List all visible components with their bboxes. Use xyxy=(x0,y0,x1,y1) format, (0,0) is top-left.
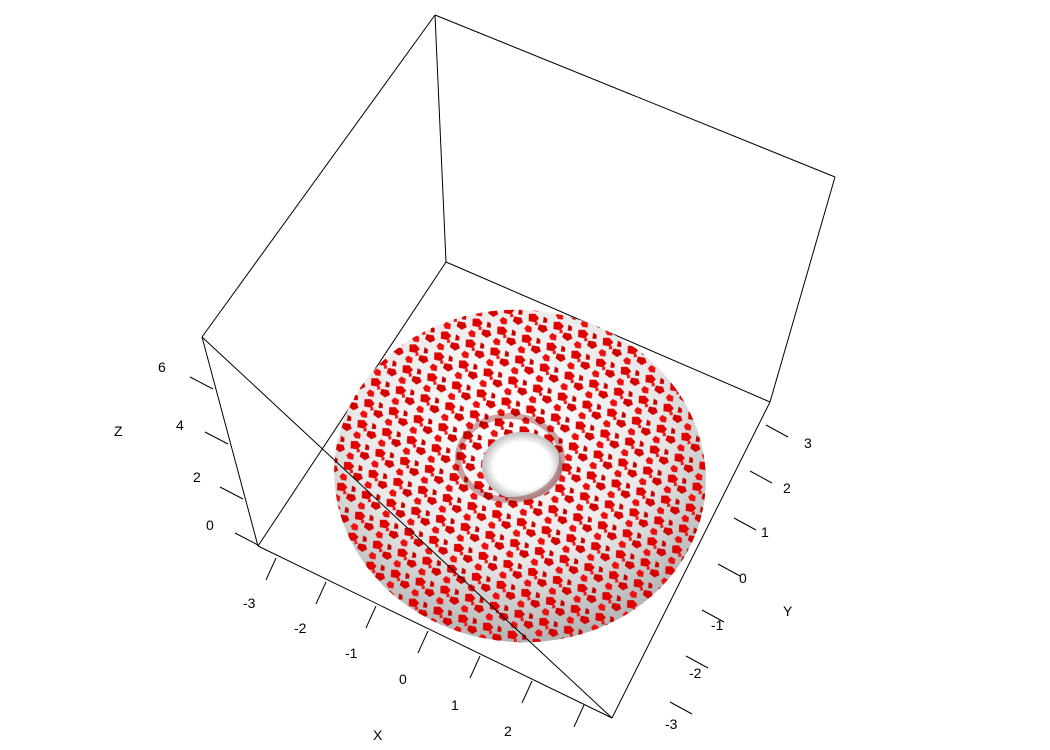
z-tick-label: 4 xyxy=(176,417,184,433)
z-axis-title: Z xyxy=(114,423,123,439)
x-tick-label: -3 xyxy=(243,595,256,611)
x-axis: -3 -2 -1 0 1 2 X xyxy=(243,557,585,743)
y-tick-label: 2 xyxy=(783,480,791,496)
y-tick-label: -1 xyxy=(711,617,724,633)
y-tick-label: 1 xyxy=(761,524,769,540)
z-tick-label: 0 xyxy=(206,517,214,533)
x-tick-label: -2 xyxy=(294,620,307,636)
torus-inner-rim xyxy=(455,413,565,503)
z-tick-label: 6 xyxy=(158,359,166,375)
y-tick-label: 3 xyxy=(804,435,812,451)
y-tick-label: -2 xyxy=(689,665,702,681)
x-axis-title: X xyxy=(373,727,383,743)
x-tick-label: -1 xyxy=(345,645,358,661)
z-axis: 6 4 2 0 Z xyxy=(114,359,259,546)
plot-box-front xyxy=(201,336,771,719)
y-axis-title: Y xyxy=(783,603,793,619)
y-tick-label: -3 xyxy=(665,716,678,732)
torus-hole xyxy=(482,432,562,500)
x-tick-label: 1 xyxy=(451,697,459,713)
torus-surface xyxy=(300,290,730,670)
x-tick-label: 0 xyxy=(399,671,407,687)
x-tick-label: 2 xyxy=(504,723,512,739)
y-axis: 3 2 1 0 -1 -2 -3 Y xyxy=(665,424,812,732)
z-tick-label: 2 xyxy=(193,469,201,485)
y-tick-label: 0 xyxy=(739,570,747,586)
